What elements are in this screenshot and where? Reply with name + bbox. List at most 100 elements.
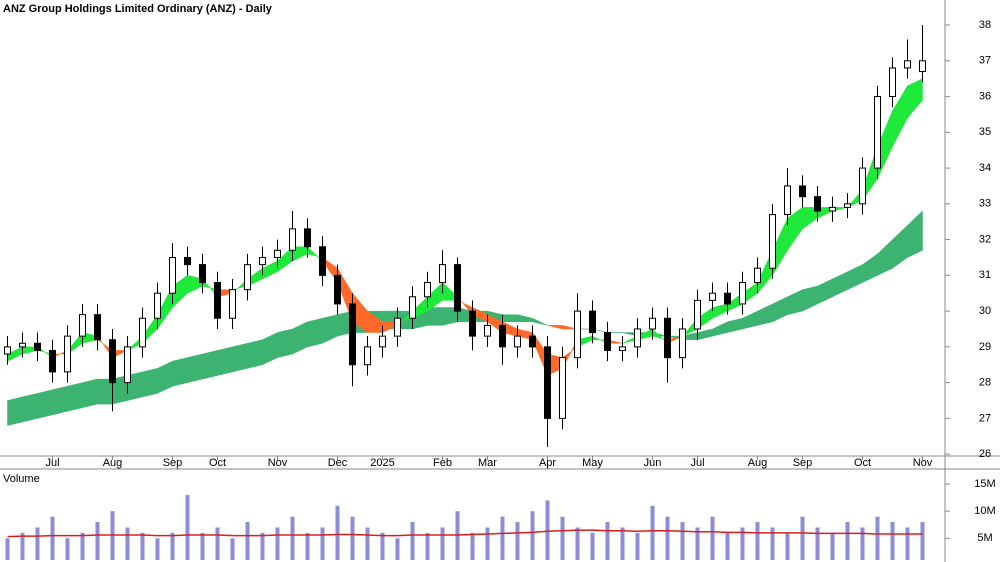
volume-bar	[725, 532, 730, 560]
volume-bar	[470, 532, 475, 560]
volume-bar	[140, 532, 145, 560]
y-tick-label: 29	[979, 341, 991, 353]
volume-bar	[860, 527, 865, 560]
ribbon-segment	[22, 393, 38, 423]
volume-bar	[335, 505, 340, 560]
volume-bar	[485, 527, 490, 560]
volume-bar	[440, 527, 445, 560]
candle-body	[499, 324, 506, 348]
volume-bar	[125, 527, 130, 560]
x-tick-label: 2025	[370, 457, 394, 469]
volume-bar	[800, 516, 805, 560]
candle-body	[529, 335, 536, 348]
candle-body	[34, 342, 41, 351]
candle-body	[184, 256, 191, 266]
volume-bar	[215, 527, 220, 560]
candle-body	[814, 196, 821, 212]
marks: 26 27 28 29 30 31 32 33 34 35 36 37 38 Jul Aug Sep Oct No…	[4, 19, 996, 560]
candle-body	[64, 335, 71, 373]
x-tick-label: May	[582, 457, 603, 469]
volume-bar	[80, 532, 85, 560]
candle-body	[439, 264, 446, 283]
volume-bar	[680, 522, 685, 560]
volume-bar	[695, 527, 700, 560]
volume-bar	[395, 538, 400, 560]
x-tick-label: Jun	[644, 457, 662, 469]
candle-body	[724, 292, 731, 305]
candle-body	[784, 185, 791, 216]
x-tick-label: Sep	[793, 457, 813, 469]
candle-body	[169, 256, 176, 294]
candle-body	[589, 310, 596, 334]
candle-body	[124, 346, 131, 384]
volume-bar	[590, 532, 595, 560]
candle-body	[49, 349, 56, 373]
volume-bar	[365, 527, 370, 560]
candle-body	[709, 292, 716, 301]
volume-bar	[740, 527, 745, 560]
candle-body	[604, 332, 611, 351]
volume-bar	[500, 516, 505, 560]
candle-body	[244, 264, 251, 291]
x-tick-label: Oct	[209, 457, 226, 469]
ribbon-segment	[67, 382, 83, 412]
volume-bar	[290, 516, 295, 560]
y-tick-label: 38	[979, 19, 991, 31]
y-tick-label: 5M	[977, 532, 992, 544]
volume-bar	[35, 527, 40, 560]
ribbon-segment	[562, 325, 578, 330]
x-tick-label: Mar	[478, 457, 497, 469]
volume-bar	[245, 522, 250, 560]
candle-body	[649, 317, 656, 330]
ribbon-segment	[232, 342, 248, 373]
candle-body	[484, 324, 491, 337]
ribbon-segment	[247, 339, 263, 369]
volume-bar	[155, 538, 160, 560]
volume-bar	[20, 532, 25, 560]
x-tick-label: Apr	[539, 457, 556, 469]
y-tick-label: 32	[979, 233, 991, 245]
y-tick-label: 27	[979, 412, 991, 424]
candle-body	[514, 335, 521, 348]
x-tick-label: Sep	[163, 457, 183, 469]
candle-body	[364, 346, 371, 366]
ribbon-segment	[7, 396, 23, 426]
candle-body	[904, 60, 911, 69]
candle-body	[409, 296, 416, 319]
x-tick-label: Nov	[268, 457, 288, 469]
y-tick-label: 34	[979, 162, 991, 174]
candle-body	[769, 214, 776, 269]
volume-bar	[605, 522, 610, 560]
volume-bar	[785, 532, 790, 560]
candle-body	[739, 281, 746, 305]
candle-body	[229, 289, 236, 319]
y-tick-label: 35	[979, 126, 991, 138]
volume-bar	[380, 532, 385, 560]
candle-body	[304, 228, 311, 248]
y-tick-label: 10M	[974, 505, 995, 517]
candle-body	[334, 274, 341, 305]
volume-bar	[260, 532, 265, 560]
ribbon-segment	[37, 389, 53, 419]
volume-bar	[50, 516, 55, 560]
ribbon-segment	[187, 353, 203, 383]
volume-bar	[275, 527, 280, 560]
ribbon-segment	[172, 357, 188, 387]
candle-body	[259, 256, 266, 266]
volume-bar	[230, 538, 235, 560]
ribbon-segment	[532, 317, 548, 326]
ribbon-segment	[217, 346, 233, 376]
volume-bar	[320, 527, 325, 560]
volume-bar	[830, 532, 835, 560]
ribbon-segment	[142, 367, 158, 398]
candle-body	[544, 346, 551, 419]
ribbon-segment	[502, 314, 518, 323]
y-tick-label: 30	[979, 305, 991, 317]
volume-bar	[710, 516, 715, 560]
x-tick-label: Jul	[45, 457, 59, 469]
candle-body	[469, 310, 476, 337]
ribbon-segment	[82, 378, 98, 408]
candle-body	[19, 342, 26, 348]
